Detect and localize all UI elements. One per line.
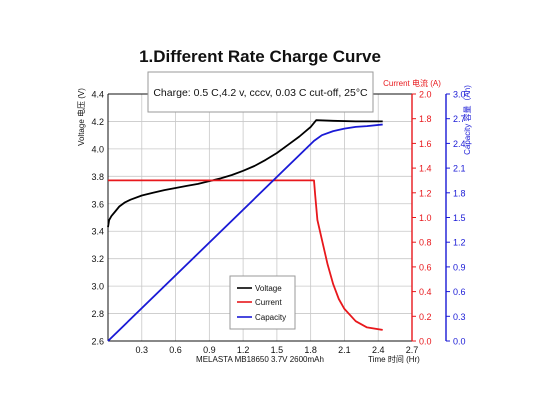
x-tick-label: 1.2 bbox=[237, 345, 250, 355]
x-axis-title: Time 时间 (Hr) bbox=[368, 354, 420, 364]
y-capacity-tick-label: 0.6 bbox=[453, 287, 466, 297]
y-current-tick-label: 0.0 bbox=[419, 337, 432, 347]
y-left-tick-label: 2.6 bbox=[91, 337, 104, 347]
y-current-tick-label: 0.6 bbox=[419, 262, 432, 272]
y-current-tick-label: 1.4 bbox=[419, 164, 432, 174]
y-capacity-tick-label: 3.0 bbox=[453, 90, 466, 100]
y-capacity-tick-label: 1.8 bbox=[453, 188, 466, 198]
grid-lines bbox=[108, 94, 412, 341]
y-left-tick-label: 3.6 bbox=[91, 199, 104, 209]
x-tick-label: 2.1 bbox=[338, 345, 351, 355]
y-capacity-tick-label: 0.9 bbox=[453, 262, 466, 272]
y-current-tick-label: 1.0 bbox=[419, 213, 432, 223]
legend-current-label: Current bbox=[255, 298, 282, 307]
tick-labels: 0.3 0.6 0.9 1.2 1.5 1.8 2.1 2.4 2.7 2.6 2.8 3.0 3.2 3… bbox=[91, 90, 465, 356]
y-current-tick-label: 0.8 bbox=[419, 238, 432, 248]
y-capacity-tick-label: 0.0 bbox=[453, 337, 466, 347]
x-tick-label: 0.6 bbox=[169, 345, 182, 355]
legend-voltage-label: Voltage bbox=[255, 284, 282, 293]
y-left-tick-label: 3.4 bbox=[91, 227, 104, 237]
series-layer bbox=[107, 119, 383, 342]
y-left-tick-label: 3.8 bbox=[91, 172, 104, 182]
charge-conditions-text: Charge: 0.5 C,4.2 v, cccv, 0.03 C cut-of… bbox=[153, 87, 368, 99]
y-current-axis-title: Current 电流 (A) bbox=[383, 78, 441, 88]
x-axis-caption: MELASTA MB18650 3.7V 2600mAh bbox=[196, 355, 324, 364]
y-current-tick-label: 0.4 bbox=[419, 287, 432, 297]
x-tick-label: 1.5 bbox=[271, 345, 284, 355]
y-current-tick-label: 1.6 bbox=[419, 139, 432, 149]
y-left-tick-label: 4.2 bbox=[91, 117, 104, 127]
y-capacity-tick-label: 2.4 bbox=[453, 139, 466, 149]
y-current-tick-label: 0.2 bbox=[419, 312, 432, 322]
x-tick-label: 1.8 bbox=[304, 345, 317, 355]
y-capacity-tick-label: 0.3 bbox=[453, 312, 466, 322]
y-capacity-tick-label: 1.5 bbox=[453, 213, 466, 223]
y-left-tick-label: 3.2 bbox=[91, 254, 104, 264]
y-left-axis-title: Voltage 电压 (V) bbox=[76, 88, 86, 146]
charge-conditions-box: Charge: 0.5 C,4.2 v, cccv, 0.03 C cut-of… bbox=[147, 71, 374, 113]
y-capacity-tick-label: 1.2 bbox=[453, 238, 466, 248]
series-line-current bbox=[108, 179, 383, 331]
annotation-box bbox=[147, 71, 374, 113]
y-current-tick-label: 1.8 bbox=[419, 114, 432, 124]
x-tick-label: 2.7 bbox=[406, 345, 419, 355]
y-left-tick-label: 4.4 bbox=[91, 90, 104, 100]
y-current-tick-label: 2.0 bbox=[419, 90, 432, 100]
series-line-voltage bbox=[107, 119, 383, 228]
series-line-capacity bbox=[107, 123, 383, 342]
x-tick-label: 0.9 bbox=[203, 345, 216, 355]
chart-title: 1.Different Rate Charge Curve bbox=[139, 47, 381, 66]
x-tick-label: 0.3 bbox=[136, 345, 149, 355]
y-left-tick-label: 2.8 bbox=[91, 309, 104, 319]
y-capacity-tick-label: 2.1 bbox=[453, 164, 466, 174]
y-left-tick-label: 3.0 bbox=[91, 282, 104, 292]
legend: Voltage Current Capacity bbox=[229, 275, 296, 330]
y-current-tick-label: 1.2 bbox=[419, 188, 432, 198]
y-capacity-axis-title: Capacity 容量（Ah) bbox=[462, 85, 472, 155]
y-left-tick-label: 4.0 bbox=[91, 144, 104, 154]
x-tick-label: 2.4 bbox=[372, 345, 385, 355]
y-capacity-tick-label: 2.7 bbox=[453, 114, 466, 124]
legend-capacity-label: Capacity bbox=[255, 313, 286, 322]
